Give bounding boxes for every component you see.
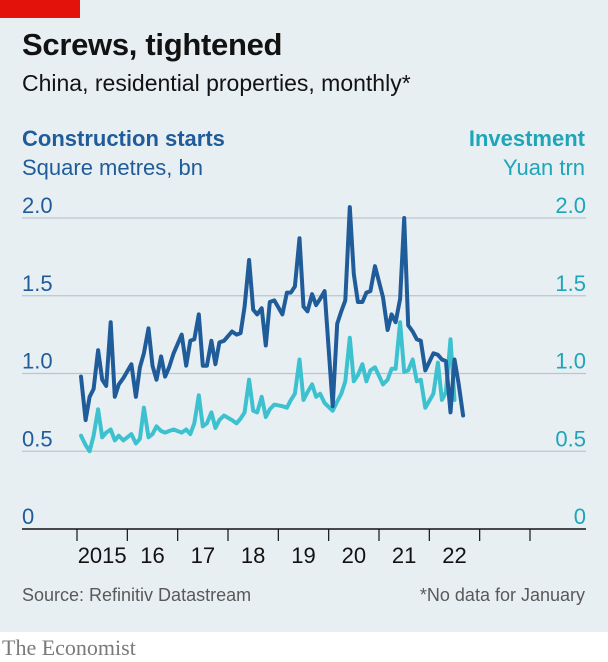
construction-starts-line (79, 205, 466, 423)
right-tick-label: 0 (574, 504, 586, 529)
x-tick-label: 20 (342, 543, 366, 568)
y-tick-labels: 0 0 0.5 0.5 1.0 1.0 1.5 1.5 2.0 2.0 (22, 193, 586, 529)
x-tick-label: 17 (191, 543, 215, 568)
x-tick-label: 18 (241, 543, 265, 568)
x-tick-label: 21 (392, 543, 416, 568)
right-axis-title: Investment (468, 126, 585, 151)
series-lines (79, 205, 466, 454)
source-note: Source: Refinitiv Datastream (22, 585, 252, 605)
left-axis-title: Construction starts (22, 126, 225, 151)
left-tick-label: 0 (22, 504, 34, 529)
chart-panel (0, 0, 608, 632)
right-axis-unit: Yuan trn (503, 155, 585, 180)
footnote: *No data for January (419, 585, 585, 605)
line-chart: 0 00.5 0.51.0 1.01.5 1.52.0 2.0 2015 16 17 18 19 2… (22, 193, 586, 568)
chart-subtitle: China, residential properties, monthly* (22, 70, 411, 96)
chart-title: Screws, tightened (22, 27, 283, 62)
x-tick-label: 19 (291, 543, 315, 568)
left-tick-label: 1.5 (22, 271, 53, 296)
right-tick-label: 2.0 (555, 193, 586, 218)
x-tick-label: 22 (442, 543, 466, 568)
x-tick-label: 16 (140, 543, 164, 568)
economist-logo: The Economist (2, 635, 136, 660)
right-tick-label: 0.5 (555, 426, 586, 451)
investment-line (79, 320, 457, 454)
left-tick-label: 1.0 (22, 349, 53, 374)
left-axis-unit: Square metres, bn (22, 155, 203, 180)
left-tick-label: 0.5 (22, 426, 53, 451)
right-tick-label: 1.5 (555, 271, 586, 296)
brand-red-bar (0, 0, 80, 18)
left-tick-label: 2.0 (22, 193, 53, 218)
x-tick-label: 2015 (78, 543, 127, 568)
x-axis: 2015 16 17 18 19 20 21 22 (76, 529, 531, 568)
right-tick-label: 1.0 (555, 349, 586, 374)
